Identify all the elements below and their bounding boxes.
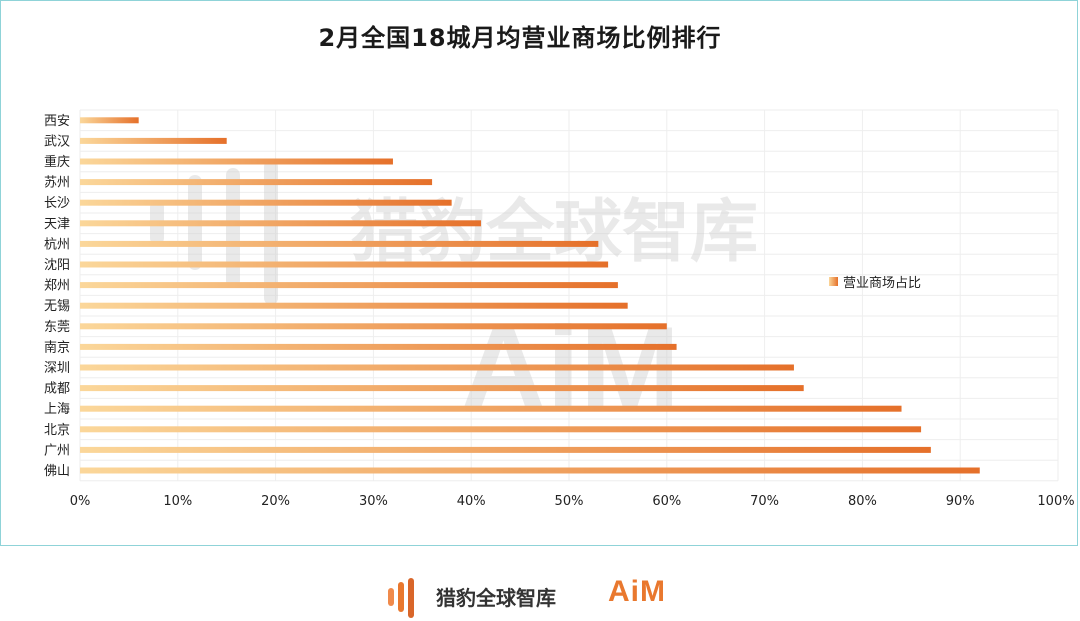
legend: 营业商场占比: [829, 276, 921, 291]
x-tick-label: 10%: [163, 494, 192, 509]
bar: [80, 240, 599, 247]
category-label: 郑州: [44, 279, 70, 294]
category-label: 深圳: [44, 361, 70, 376]
bar: [80, 364, 794, 371]
footer-aim-logo: AiM: [608, 575, 666, 608]
bar: [80, 426, 922, 433]
grid-layer: [79, 109, 1059, 482]
bar: [80, 179, 433, 186]
x-tick-label: 70%: [750, 494, 779, 509]
bar: [80, 302, 628, 309]
category-label: 西安: [44, 114, 70, 129]
x-tick-label: 50%: [555, 494, 584, 509]
x-tick-label: 0%: [70, 494, 91, 509]
bar: [80, 323, 667, 330]
x-tick-label: 80%: [848, 494, 877, 509]
category-label: 广州: [44, 443, 70, 458]
category-label: 佛山: [44, 464, 70, 479]
bar: [80, 343, 677, 350]
brand-logo-icon: [388, 578, 414, 618]
legend-swatch: [829, 277, 838, 286]
bar: [80, 446, 931, 453]
footer: 猎豹全球智库 AiM: [0, 548, 1080, 621]
x-axis-ticks: 0% 10% 20% 30% 40% 50% 60% 70% 80% 90% 100%: [70, 494, 1075, 509]
bar: [80, 137, 227, 144]
category-label: 苏州: [44, 175, 70, 191]
category-label: 上海: [44, 402, 70, 417]
category-label: 南京: [44, 339, 70, 355]
watermark-brand: 猎豹全球智库: [350, 193, 758, 272]
bar: [80, 199, 452, 206]
bar: [80, 261, 609, 268]
bar: [80, 467, 980, 474]
chart-title: 2月全国18城月均营业商场比例排行: [318, 24, 722, 52]
category-label: 沈阳: [44, 258, 70, 273]
bar: [80, 117, 139, 124]
bar: [80, 405, 902, 412]
x-tick-label: 100%: [1037, 494, 1074, 509]
category-label: 北京: [44, 423, 70, 438]
category-label: 重庆: [44, 154, 70, 170]
bar-chart: 猎豹全球智库 AiM 西安武汉重庆苏州长沙天津杭州沈阳郑州无锡东莞南京深圳成都上…: [44, 109, 1075, 509]
category-label: 杭州: [44, 237, 70, 252]
x-tick-label: 40%: [457, 494, 486, 509]
bars-layer: [80, 117, 980, 474]
bar: [80, 385, 804, 392]
x-tick-label: 60%: [652, 494, 681, 509]
category-label: 天津: [44, 217, 70, 232]
bar: [80, 282, 618, 289]
category-label: 成都: [44, 382, 70, 397]
bar: [80, 158, 393, 165]
bar: [80, 220, 481, 227]
chart-frame: [0, 0, 1078, 546]
footer-brand: 猎豹全球智库: [436, 586, 556, 610]
category-label: 武汉: [44, 134, 70, 149]
category-label: 无锡: [44, 299, 70, 314]
legend-label: 营业商场占比: [843, 276, 921, 291]
x-tick-label: 90%: [946, 494, 975, 509]
category-label: 东莞: [44, 320, 70, 335]
x-tick-label: 30%: [359, 494, 388, 509]
category-label: 长沙: [44, 196, 70, 211]
x-tick-label: 20%: [261, 494, 290, 509]
